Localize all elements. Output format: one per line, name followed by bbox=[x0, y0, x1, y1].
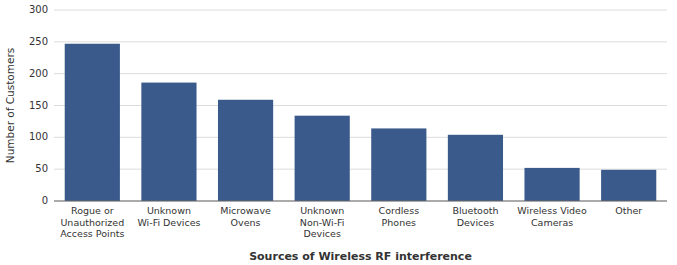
x-tick-label-line: Devices bbox=[457, 217, 494, 228]
y-tick-label: 250 bbox=[29, 36, 48, 47]
x-tick-label-line: Devices bbox=[303, 228, 340, 239]
x-tick-label-line: Wireless Video bbox=[517, 205, 587, 216]
x-axis: Rogue orUnauthorizedAccess Points Unknown… bbox=[60, 205, 642, 239]
chart-container: 0 50 100 150 200 250 300 Rogue orUnauthorizedAc… bbox=[0, 0, 677, 265]
y-tick-label: 200 bbox=[29, 68, 48, 79]
x-tick-label: UnknownNon-Wi-FiDevices bbox=[300, 205, 345, 239]
x-tick-label: CordlessPhones bbox=[379, 205, 420, 228]
x-tick-label-line: Non-Wi-Fi bbox=[300, 217, 345, 228]
x-tick-label-line: Bluetooth bbox=[452, 205, 498, 216]
x-tick-label: BluetoothDevices bbox=[452, 205, 498, 228]
bar bbox=[601, 170, 656, 201]
grid-line bbox=[54, 201, 667, 202]
y-tick-label: 50 bbox=[35, 163, 48, 174]
bars bbox=[65, 44, 657, 201]
x-tick-label: Rogue orUnauthorizedAccess Points bbox=[60, 205, 124, 239]
bar bbox=[448, 135, 503, 201]
x-tick-label-line: Cameras bbox=[531, 217, 573, 228]
x-axis-line bbox=[54, 201, 667, 202]
bar bbox=[141, 83, 196, 201]
x-tick-label-line: Cordless bbox=[379, 205, 420, 216]
bar bbox=[65, 44, 120, 201]
y-axis: 0 50 100 150 200 250 300 bbox=[29, 4, 48, 206]
grid-line bbox=[54, 41, 667, 42]
y-tick-label: 0 bbox=[42, 195, 48, 206]
x-tick-label-line: Phones bbox=[382, 217, 416, 228]
y-tick-label: 100 bbox=[29, 131, 48, 142]
y-tick-label: 300 bbox=[29, 4, 48, 15]
grid bbox=[54, 10, 667, 201]
x-tick-label-line: Access Points bbox=[60, 228, 124, 239]
x-tick-label-line: Unauthorized bbox=[60, 217, 124, 228]
x-axis-label: Sources of Wireless RF interference bbox=[249, 250, 472, 263]
chart: 0 50 100 150 200 250 300 Rogue orUnauthorizedAc… bbox=[0, 0, 677, 265]
x-tick-label-line: Unknown bbox=[300, 205, 344, 216]
bar bbox=[218, 100, 273, 201]
x-tick-label-line: Unknown bbox=[147, 205, 191, 216]
bar bbox=[295, 116, 350, 201]
x-tick-label-line: Rogue or bbox=[71, 205, 114, 216]
grid-line bbox=[54, 73, 667, 74]
y-axis-label: Number of Customers bbox=[4, 48, 16, 163]
x-tick-label: Other bbox=[615, 205, 642, 216]
x-tick-label-line: Wi-Fi Devices bbox=[137, 217, 200, 228]
grid-line bbox=[54, 10, 667, 11]
y-tick-label: 150 bbox=[29, 100, 48, 111]
x-tick-label: Wireless VideoCameras bbox=[517, 205, 587, 228]
x-tick-label: MicrowaveOvens bbox=[220, 205, 271, 228]
x-tick-label: UnknownWi-Fi Devices bbox=[137, 205, 200, 228]
x-tick-label-line: Other bbox=[615, 205, 642, 216]
bar bbox=[524, 168, 579, 201]
x-tick-label-line: Ovens bbox=[231, 217, 261, 228]
x-tick-label-line: Microwave bbox=[220, 205, 271, 216]
bar bbox=[371, 128, 426, 201]
